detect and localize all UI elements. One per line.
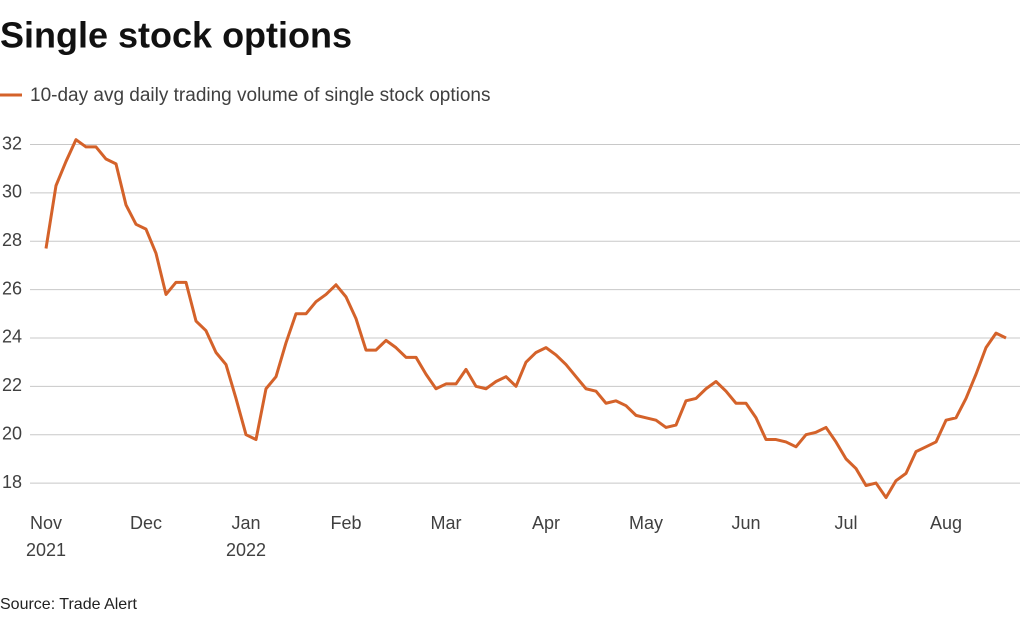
y-tick-label: 24 <box>2 327 22 347</box>
chart-title: Single stock options <box>0 15 352 56</box>
x-tick-label: Aug <box>929 513 963 533</box>
legend-label: 10-day avg daily trading volume of singl… <box>30 85 490 106</box>
x-tick-label: Mar <box>430 513 462 533</box>
x-tick-label: Apr <box>531 513 561 533</box>
y-tick-label: 18 <box>2 472 22 492</box>
y-tick-label: 26 <box>2 278 22 298</box>
y-tick-label: 28 <box>2 230 22 250</box>
x-tick-label: Jun <box>731 513 761 533</box>
x-tick-label: May <box>628 513 664 533</box>
y-tick-label: 32 <box>2 133 22 153</box>
x-tick-label: Nov 2021 <box>25 513 67 560</box>
x-tick-label: Jan 2022 <box>225 513 267 560</box>
source: Source: Trade Alert <box>0 596 138 613</box>
series-line <box>44 138 1007 500</box>
y-tick-label: 20 <box>2 423 22 443</box>
y-tick-label: 30 <box>2 182 22 202</box>
x-tick-label: Feb <box>330 513 362 533</box>
x-tick-label: Jul <box>834 513 858 533</box>
y-tick-label: 22 <box>2 375 22 395</box>
x-tick-label: Dec <box>129 513 163 533</box>
